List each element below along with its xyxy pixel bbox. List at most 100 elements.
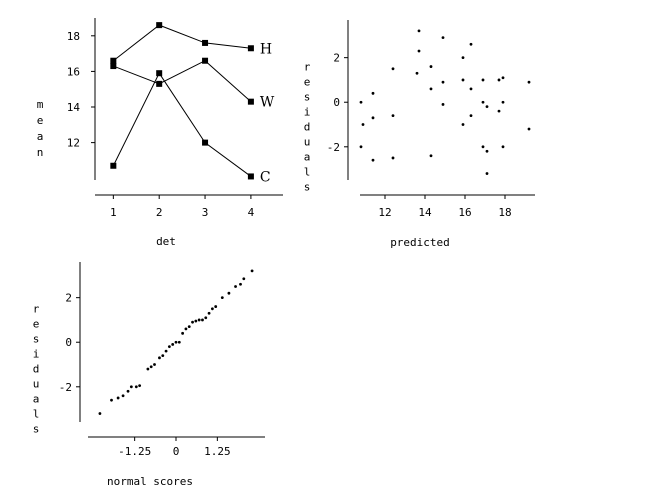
residuals-vs-predicted-point bbox=[469, 114, 473, 117]
normal-probability-x-label: normal scores bbox=[107, 475, 193, 488]
residuals-vs-predicted-point bbox=[501, 100, 505, 104]
residuals-vs-predicted-point bbox=[497, 78, 501, 82]
residuals-vs-predicted-point bbox=[469, 87, 473, 91]
residuals-vs-predicted-point bbox=[361, 123, 365, 126]
normal-probability-point bbox=[171, 343, 175, 346]
residuals-vs-predicted-point bbox=[461, 56, 465, 60]
series-marker-h bbox=[110, 57, 117, 64]
normal-probability-point bbox=[227, 291, 231, 295]
residuals-vs-predicted-point bbox=[371, 116, 375, 120]
normal-probability-point bbox=[146, 367, 150, 371]
normal-probability-point bbox=[220, 296, 224, 300]
residuals-vs-predicted-point bbox=[485, 172, 489, 175]
normal-probability-point bbox=[126, 389, 130, 393]
series-marker-w bbox=[156, 80, 163, 87]
normal-probability-point bbox=[153, 363, 156, 366]
normal-probability-point bbox=[194, 319, 198, 323]
interaction-plot-x-tick-label: 2 bbox=[156, 206, 163, 219]
series-line-h bbox=[113, 24, 251, 62]
normal-probability-point bbox=[116, 396, 120, 400]
series-marker-c bbox=[247, 173, 254, 180]
residuals-vs-predicted-point bbox=[429, 87, 433, 91]
interaction-plot-y-tick-label: 16 bbox=[67, 65, 80, 78]
normal-probability-point bbox=[129, 385, 133, 389]
residuals-vs-predicted-y-tick-label: 2 bbox=[333, 52, 340, 65]
series-marker-c bbox=[110, 162, 117, 169]
interaction-plot-y-label: mean bbox=[34, 98, 47, 162]
normal-probability-point bbox=[164, 349, 168, 353]
normal-probability-y-label: residuals bbox=[30, 303, 43, 438]
residuals-vs-predicted-x-label: predicted bbox=[390, 236, 450, 249]
series-marker-w bbox=[247, 98, 254, 105]
normal-probability-y-tick-label: -2 bbox=[59, 381, 72, 394]
residuals-vs-predicted-point bbox=[371, 91, 375, 95]
normal-probability-point bbox=[239, 282, 242, 286]
residuals-vs-predicted-x-tick-label: 16 bbox=[458, 206, 471, 219]
normal-probability-x-tick-label: 1.25 bbox=[204, 445, 231, 458]
residuals-vs-predicted-point bbox=[485, 149, 489, 153]
residuals-vs-predicted-point bbox=[391, 67, 395, 71]
residuals-vs-predicted-point bbox=[481, 145, 485, 149]
normal-probability-point bbox=[177, 340, 181, 344]
residuals-vs-predicted-y-tick-label: 0 bbox=[333, 96, 340, 109]
normal-probability-point bbox=[207, 311, 211, 315]
series-marker-c bbox=[156, 70, 163, 77]
residuals-vs-predicted-point bbox=[481, 100, 485, 104]
normal-probability-y-tick-label: 2 bbox=[65, 292, 72, 305]
normal-probability-point bbox=[134, 385, 138, 389]
series-marker-w bbox=[110, 63, 117, 70]
normal-probability-point bbox=[197, 318, 201, 322]
residuals-vs-predicted-point bbox=[497, 109, 501, 113]
normal-probability-point bbox=[138, 384, 142, 388]
series-marker-h bbox=[202, 39, 209, 46]
normal-probability-point bbox=[174, 340, 178, 344]
residuals-vs-predicted-x-tick-label: 18 bbox=[498, 206, 511, 219]
normal-probability-point bbox=[191, 320, 194, 324]
normal-probability-x-tick-label: 0 bbox=[173, 445, 180, 458]
normal-probability-point bbox=[250, 269, 254, 273]
residuals-vs-predicted-point bbox=[417, 29, 421, 33]
normal-probability-point bbox=[184, 327, 188, 331]
series-marker-h bbox=[247, 45, 254, 52]
series-marker-w bbox=[202, 57, 209, 64]
normal-probability-point bbox=[110, 398, 113, 402]
normal-probability-point bbox=[242, 277, 246, 281]
residuals-vs-predicted-x-tick-label: 14 bbox=[418, 206, 432, 219]
normal-probability-point bbox=[187, 325, 191, 329]
residuals-vs-predicted-point bbox=[485, 105, 489, 109]
residuals-vs-predicted-point bbox=[441, 103, 445, 106]
normal-probability-point bbox=[161, 354, 165, 357]
residuals-vs-predicted-point bbox=[371, 158, 375, 162]
series-label-h: H bbox=[260, 41, 272, 57]
residuals-vs-predicted-point bbox=[501, 76, 505, 80]
normal-probability-point bbox=[210, 307, 214, 311]
residuals-vs-predicted-point bbox=[429, 154, 433, 158]
normal-probability-point bbox=[214, 305, 218, 308]
normal-probability-point bbox=[149, 365, 153, 369]
normal-probability-point bbox=[204, 316, 208, 320]
normal-probability-point bbox=[167, 345, 171, 349]
normal-probability-point bbox=[98, 412, 102, 415]
normal-probability-y-tick-label: 0 bbox=[65, 336, 72, 349]
residuals-vs-predicted-point bbox=[429, 65, 433, 68]
residuals-vs-predicted-point bbox=[417, 49, 421, 53]
residuals-vs-predicted-x-tick-label: 12 bbox=[378, 206, 391, 219]
interaction-plot-y-tick-label: 12 bbox=[67, 137, 80, 150]
normal-probability-point bbox=[201, 318, 204, 322]
normal-probability-point bbox=[121, 394, 125, 398]
interaction-plot-x-tick-label: 4 bbox=[248, 206, 255, 219]
interaction-plot-x-tick-label: 3 bbox=[202, 206, 209, 219]
series-line-w bbox=[113, 60, 252, 103]
residuals-vs-predicted-point bbox=[527, 80, 531, 84]
residuals-vs-predicted-point bbox=[441, 80, 445, 84]
residuals-vs-predicted-point bbox=[441, 36, 445, 39]
residuals-vs-predicted-y-label: residuals bbox=[301, 61, 314, 196]
residuals-vs-predicted-point bbox=[415, 71, 419, 75]
series-label-c: C bbox=[260, 169, 271, 185]
residuals-vs-predicted-point bbox=[391, 114, 395, 117]
residuals-vs-predicted-y-tick-label: -2 bbox=[327, 141, 340, 154]
interaction-plot-y-tick-label: 18 bbox=[67, 30, 80, 43]
